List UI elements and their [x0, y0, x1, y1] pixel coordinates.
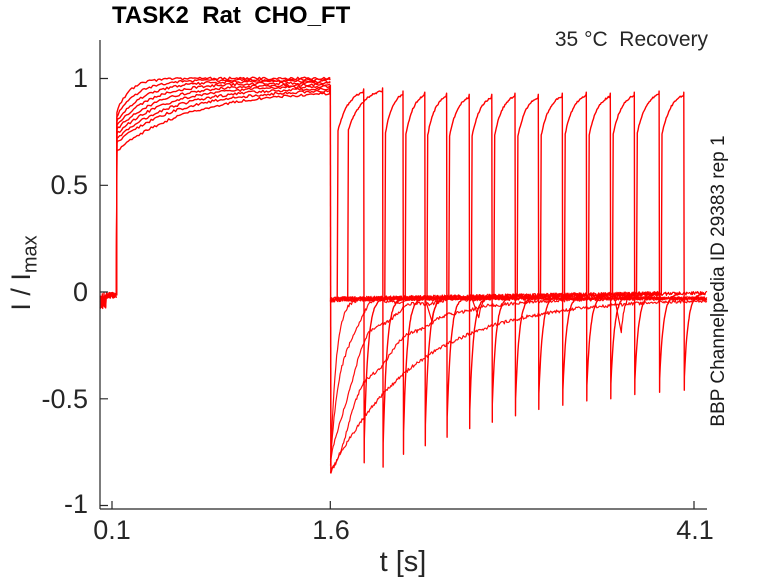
y-tick-label-0: 0 — [72, 277, 88, 307]
y-tick-label-1: 1 — [72, 63, 88, 93]
y-tick-label--0.5: -0.5 — [41, 384, 88, 414]
y-tick-label-0.5: 0.5 — [50, 170, 88, 200]
y-axis-label: I / Imax — [6, 235, 42, 311]
temperature-annotation: 35 °C Recovery — [554, 28, 708, 51]
x-axis-label: t [s] — [379, 546, 427, 578]
y-tick-label--1: -1 — [63, 489, 88, 519]
x-tick-label-4.1: 4.1 — [676, 515, 714, 545]
chart-title: TASK2 Rat CHO_FT — [112, 2, 351, 29]
x-tick-label-1.6: 1.6 — [312, 515, 350, 545]
x-tick-label-0.1: 0.1 — [93, 515, 131, 545]
channelpedia-id-label: BBP Channelpedia ID 29383 rep 1 — [708, 135, 729, 427]
